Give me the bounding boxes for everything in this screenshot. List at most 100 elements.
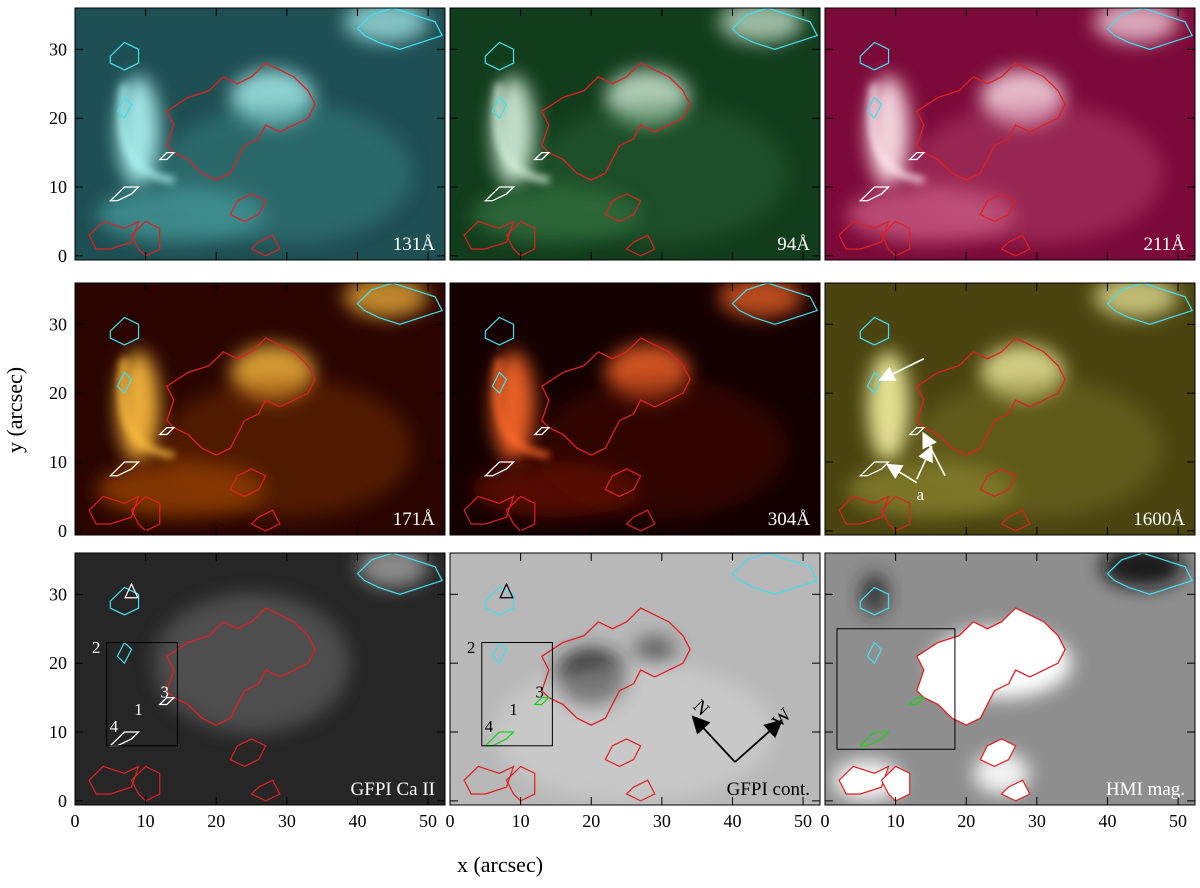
contour [859, 586, 890, 616]
contour [108, 186, 141, 202]
contour [491, 96, 508, 120]
panel-frame [74, 282, 446, 536]
image-feature [1093, 8, 1178, 43]
contour [1106, 8, 1194, 50]
region-box [106, 642, 178, 747]
contour [533, 426, 551, 436]
contour [540, 62, 691, 181]
image-feature [910, 378, 1163, 519]
contour [915, 607, 1066, 726]
panel-frame [74, 552, 446, 806]
image-feature [1100, 553, 1185, 588]
contour [356, 553, 444, 595]
panel: GFPI Ca II 0 10 20 30 40 50 0 10 20 30 [49, 552, 446, 831]
contour [1000, 509, 1031, 532]
contour [979, 738, 1017, 768]
contour [731, 553, 819, 595]
panel-label: GFPI cont. [727, 779, 810, 800]
x-tick-label: 50 [1169, 811, 1187, 831]
panel-frame [449, 282, 821, 536]
contour [130, 220, 161, 257]
contour [540, 337, 691, 456]
x-tick-label: 50 [419, 811, 437, 831]
contour [229, 738, 267, 768]
contour [908, 151, 926, 161]
panel-label: 1600Å [1133, 509, 1185, 530]
panel-frame [449, 7, 821, 261]
y-tick-label: 0 [58, 791, 67, 811]
image-feature [860, 573, 889, 616]
x-tick-label: 0 [446, 811, 455, 831]
contour [483, 186, 516, 202]
panel-label: 211Å [1143, 234, 1185, 255]
contour [859, 316, 890, 346]
x-tick-label: 50 [794, 811, 812, 831]
contour [484, 586, 515, 616]
panel-label: 131Å [393, 234, 436, 255]
contour [483, 461, 516, 477]
contour [109, 586, 140, 616]
panel-image [75, 553, 445, 805]
compass-arrow [734, 719, 783, 763]
image-feature [633, 635, 676, 664]
contour [491, 371, 508, 395]
marker-triangle [499, 582, 514, 599]
panel-frame [824, 7, 1196, 261]
panel-image [75, 8, 445, 260]
region-label: 1 [134, 700, 143, 719]
contour [356, 8, 444, 50]
contour [229, 468, 267, 498]
image-feature [718, 283, 803, 318]
marker-triangle [124, 582, 139, 599]
image-feature [343, 8, 428, 43]
panel-image [825, 283, 1195, 535]
contour [979, 193, 1017, 223]
panel-frame [824, 282, 1196, 536]
x-tick-label: 10 [887, 811, 905, 831]
panel-image [75, 283, 445, 535]
y-axis-label: y (arcsec) [2, 367, 27, 453]
y-tick-label: 30 [49, 39, 67, 59]
contour [505, 220, 536, 257]
contour [116, 371, 133, 395]
x-tick-label: 20 [207, 811, 225, 831]
panel: 304Å [449, 282, 821, 536]
contour [866, 96, 883, 120]
region-label: 2 [92, 638, 101, 657]
panel-frame [449, 552, 821, 806]
panel-image [825, 553, 1195, 805]
contour [979, 468, 1017, 498]
x-axis-label: x (arcsec) [457, 852, 543, 877]
x-tick-label: 0 [821, 811, 830, 831]
image-feature [493, 662, 774, 803]
image-feature [535, 103, 788, 244]
contour [229, 193, 267, 223]
panel-image [450, 553, 820, 805]
image-feature [153, 593, 350, 734]
contour [604, 738, 642, 768]
contour [250, 234, 281, 257]
contour [130, 765, 161, 802]
contour [866, 641, 883, 665]
x-tick-label: 10 [512, 811, 530, 831]
contour [858, 461, 891, 477]
panel-frame [74, 7, 446, 261]
x-tick-label: 40 [1098, 811, 1116, 831]
x-tick-label: 40 [348, 811, 366, 831]
y-tick-label: 10 [49, 177, 67, 197]
y-tick-label: 0 [58, 521, 67, 541]
arrow [922, 431, 946, 477]
contour [625, 509, 656, 532]
image-feature [1093, 283, 1178, 318]
panel-image [450, 283, 820, 535]
y-tick-label: 20 [49, 108, 67, 128]
contour [250, 509, 281, 532]
arrow-label: a [917, 485, 925, 504]
x-tick-label: 10 [137, 811, 155, 831]
x-tick-label: 20 [957, 811, 975, 831]
image-feature [160, 103, 413, 244]
panel: 1600Å [824, 282, 1196, 536]
panel: HMI mag. 0 10 20 30 40 50 [821, 552, 1196, 831]
contour [604, 468, 642, 498]
region-box [836, 628, 956, 750]
